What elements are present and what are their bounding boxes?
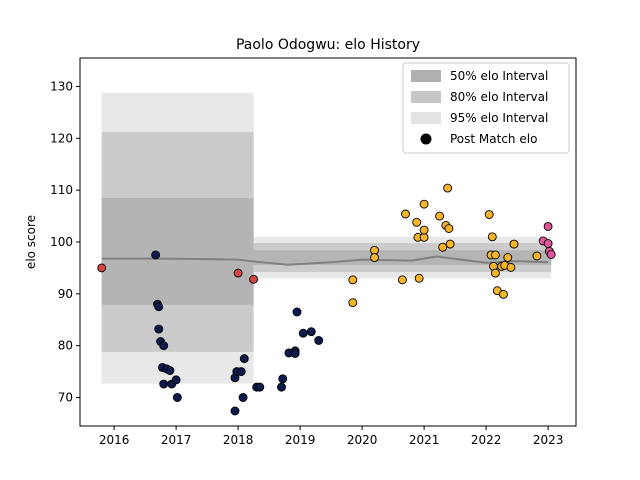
point-yellow-15	[443, 183, 453, 193]
point-yellow-29	[506, 262, 516, 272]
point-navy-9	[159, 379, 169, 389]
y-tick-label-120: 120	[50, 131, 73, 145]
interval-bands	[101, 92, 552, 384]
x-tick-label-2020: 2020	[347, 433, 378, 447]
point-yellow-3	[370, 253, 379, 262]
legend: 50% elo Interval 80% elo Interval 95% elo …	[402, 62, 570, 154]
point-pink-2	[543, 239, 553, 249]
legend-swatch-2	[411, 112, 441, 124]
point-yellow-18	[484, 210, 494, 219]
point-yellow-10	[419, 199, 429, 209]
point-navy-29	[314, 336, 324, 345]
point-navy-5	[159, 341, 169, 351]
x-axis: 2016 2017 2018 2019 2020 2021 2022 2023	[99, 426, 564, 447]
point-yellow-22	[490, 250, 500, 260]
legend-box	[402, 62, 570, 154]
mean-line	[101, 255, 549, 266]
point-yellow-9	[419, 232, 429, 242]
point-yellow-12	[435, 211, 445, 221]
point-yellow-4	[397, 275, 407, 285]
y-tick-label-80: 80	[58, 339, 73, 353]
point-yellow-28	[503, 253, 513, 262]
x-tick-label-2021: 2021	[409, 433, 440, 447]
point-yellow-16	[444, 224, 454, 233]
point-navy-18	[230, 406, 240, 416]
point-yellow-11	[419, 225, 429, 235]
y-tick-label-70: 70	[58, 390, 73, 404]
point-yellow-26	[499, 289, 508, 299]
point-navy-26	[292, 307, 302, 317]
point-navy-16	[239, 354, 249, 364]
interval-band-i50-0	[101, 197, 254, 305]
y-tick-label-130: 130	[50, 80, 73, 94]
legend-label-0: 50% elo Interval	[450, 69, 548, 83]
x-tick-label-2022: 2022	[471, 433, 502, 447]
legend-label-3: Post Match elo	[450, 132, 537, 146]
point-navy-11	[171, 375, 181, 385]
point-yellow-13	[438, 242, 448, 252]
legend-swatch-0	[411, 70, 441, 82]
point-red-2	[249, 274, 259, 284]
legend-marker-3	[420, 133, 432, 145]
point-yellow-23	[490, 268, 500, 278]
x-tick-label-2023: 2023	[533, 433, 564, 447]
point-navy-28	[306, 327, 316, 337]
data-points	[97, 183, 556, 416]
point-navy-0	[151, 250, 161, 260]
legend-label-2: 95% elo Interval	[450, 111, 548, 125]
point-red-1	[233, 268, 243, 278]
point-pink-1	[543, 222, 553, 231]
chart-title: Paolo Odogwu: elo History	[236, 37, 420, 53]
point-yellow-20	[487, 232, 497, 242]
point-navy-15	[236, 367, 246, 377]
legend-label-1: 80% elo Interval	[450, 90, 548, 104]
x-tick-label-2017: 2017	[161, 433, 192, 447]
point-navy-20	[255, 382, 265, 392]
point-navy-27	[298, 328, 308, 338]
point-navy-12	[172, 393, 182, 402]
point-navy-22	[278, 374, 288, 384]
point-yellow-6	[412, 217, 422, 227]
point-yellow-8	[414, 273, 424, 283]
y-axis: 70 80 90 100 110 120 130	[50, 80, 80, 404]
point-red-0	[97, 263, 107, 273]
point-yellow-2	[370, 245, 379, 255]
x-tick-label-2016: 2016	[99, 433, 130, 447]
point-yellow-30	[509, 239, 519, 249]
point-navy-8	[165, 366, 175, 375]
y-tick-label-100: 100	[50, 235, 73, 249]
point-pink-4	[546, 249, 556, 259]
legend-swatch-1	[411, 91, 441, 103]
y-tick-label-110: 110	[50, 183, 73, 197]
y-axis-label: elo score	[24, 215, 38, 269]
point-yellow-31	[532, 251, 542, 261]
point-navy-3	[154, 324, 164, 334]
point-yellow-0	[348, 275, 358, 285]
x-tick-label-2018: 2018	[223, 433, 254, 447]
x-tick-label-2019: 2019	[285, 433, 316, 447]
point-yellow-1	[348, 298, 358, 308]
point-navy-25	[290, 348, 300, 358]
point-yellow-17	[445, 239, 455, 249]
point-navy-2	[154, 302, 164, 312]
point-navy-21	[277, 382, 286, 392]
point-navy-17	[238, 393, 248, 402]
y-tick-label-90: 90	[58, 287, 73, 301]
point-yellow-5	[401, 209, 410, 219]
mean-elo-line	[101, 255, 549, 266]
